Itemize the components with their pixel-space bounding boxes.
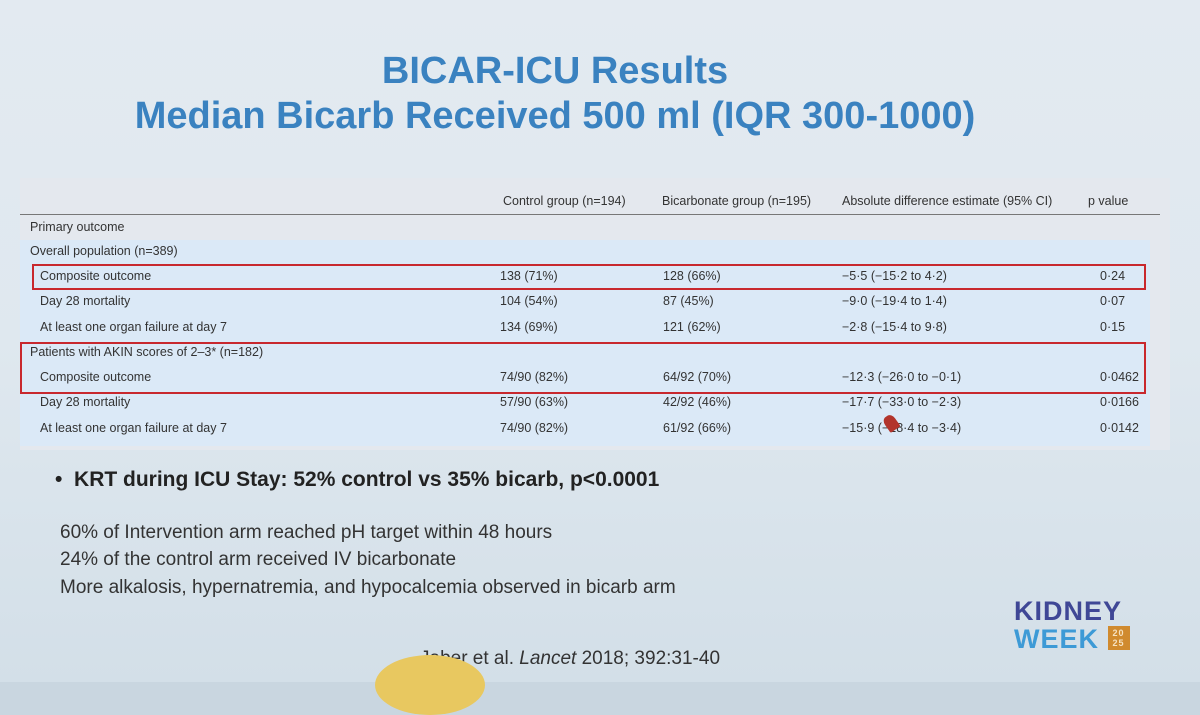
outcome-label: Composite outcome bbox=[40, 369, 152, 384]
p-value: 0·07 bbox=[1100, 294, 1126, 308]
p-value: 0·0142 bbox=[1100, 420, 1139, 435]
control-value: 57/90 (63%) bbox=[500, 395, 569, 409]
group-label: Overall population (n=389) bbox=[30, 244, 178, 258]
group-label: Patients with AKIN scores of 2–3* (n=182… bbox=[30, 345, 264, 359]
control-value: 138 (71%) bbox=[500, 268, 558, 283]
krt-bullet-text: KRT during ICU Stay: 52% control vs 35% … bbox=[74, 468, 660, 491]
column-header-p: p value bbox=[1088, 194, 1129, 208]
column-header-diff: Absolute difference estimate (95% CI) bbox=[842, 194, 1053, 208]
outcome-label: At least one organ failure at day 7 bbox=[40, 420, 227, 435]
logo-line1: KIDNEY bbox=[1014, 596, 1123, 626]
note-line: More alkalosis, hypernatremia, and hypoc… bbox=[60, 577, 676, 598]
note-line: 24% of the control arm received IV bicar… bbox=[60, 549, 457, 570]
difference-value: −5·5 (−15·2 to 4·2) bbox=[842, 268, 947, 283]
kidney-week-logo: KIDNEY WEEK 20 25 bbox=[1014, 597, 1130, 653]
difference-value: −9·0 (−19·4 to 1·4) bbox=[842, 294, 947, 308]
krt-bullet: • KRT during ICU Stay: 52% control vs 35… bbox=[55, 468, 660, 491]
bicarb-value: 64/92 (70%) bbox=[663, 369, 732, 384]
p-value: 0·15 bbox=[1100, 319, 1126, 334]
control-value: 74/90 (82%) bbox=[500, 420, 569, 435]
column-header-control: Control group (n=194) bbox=[503, 194, 626, 208]
control-value: 134 (69%) bbox=[500, 319, 558, 334]
table-row: Day 28 mortality 57/90 (63%) 42/92 (46%)… bbox=[20, 391, 1170, 413]
bicarb-value: 42/92 (46%) bbox=[663, 395, 732, 409]
citation-journal: Lancet bbox=[519, 648, 577, 669]
note-line: 60% of Intervention arm reached pH targe… bbox=[60, 522, 553, 543]
citation-ref: 2018; 392:31-40 bbox=[576, 648, 721, 669]
difference-value: −15·9 (−28·4 to −3·4) bbox=[842, 420, 962, 435]
group-row: Patients with AKIN scores of 2–3* (n=182… bbox=[20, 341, 1170, 363]
logo-year: 20 25 bbox=[1107, 626, 1130, 650]
group-row: Overall population (n=389) bbox=[20, 240, 1170, 262]
table-row: Day 28 mortality 104 (54%) 87 (45%) −9·0… bbox=[20, 290, 1170, 312]
p-value: 0·24 bbox=[1100, 268, 1126, 283]
bicarb-value: 87 (45%) bbox=[663, 294, 714, 308]
column-header-bicarb: Bicarbonate group (n=195) bbox=[662, 194, 812, 208]
bicarb-value: 61/92 (66%) bbox=[663, 420, 732, 435]
difference-value: −17·7 (−33·0 to −2·3) bbox=[842, 395, 962, 409]
p-value: 0·0462 bbox=[1100, 369, 1139, 384]
citation: Jaber et al. Lancet 2018; 392:31-40 bbox=[420, 648, 720, 670]
outcome-label: At least one organ failure at day 7 bbox=[40, 319, 227, 334]
highlight-box-akin bbox=[20, 342, 1146, 394]
header-divider bbox=[20, 214, 1160, 215]
p-value: 0·0166 bbox=[1100, 395, 1139, 409]
table-row: Composite outcome 138 (71%) 128 (66%) −5… bbox=[20, 265, 1170, 287]
table-row: At least one organ failure at day 7 134 … bbox=[20, 316, 1170, 338]
outcome-label: Composite outcome bbox=[40, 268, 152, 283]
control-value: 74/90 (82%) bbox=[500, 369, 569, 384]
audience-head bbox=[375, 655, 485, 715]
section-label: Primary outcome bbox=[30, 220, 125, 234]
difference-value: −12·3 (−26·0 to −0·1) bbox=[842, 369, 962, 384]
table-row: At least one organ failure at day 7 74/9… bbox=[20, 417, 1170, 439]
logo-line2: WEEK bbox=[1014, 624, 1099, 654]
bicarb-value: 128 (66%) bbox=[663, 268, 721, 283]
control-value: 104 (54%) bbox=[500, 294, 558, 308]
difference-value: −2·8 (−15·4 to 9·8) bbox=[842, 319, 947, 334]
results-table: Control group (n=194) Bicarbonate group … bbox=[20, 178, 1170, 450]
bicarb-value: 121 (62%) bbox=[663, 319, 721, 334]
slide-subtitle: Median Bicarb Received 500 ml (IQR 300-1… bbox=[134, 95, 976, 137]
table-row: Composite outcome 74/90 (82%) 64/92 (70%… bbox=[20, 366, 1170, 388]
outcome-label: Day 28 mortality bbox=[40, 294, 131, 308]
highlight-box-overall bbox=[32, 264, 1146, 290]
slide-title: BICAR-ICU Results bbox=[381, 50, 729, 92]
outcome-label: Day 28 mortality bbox=[40, 395, 131, 409]
